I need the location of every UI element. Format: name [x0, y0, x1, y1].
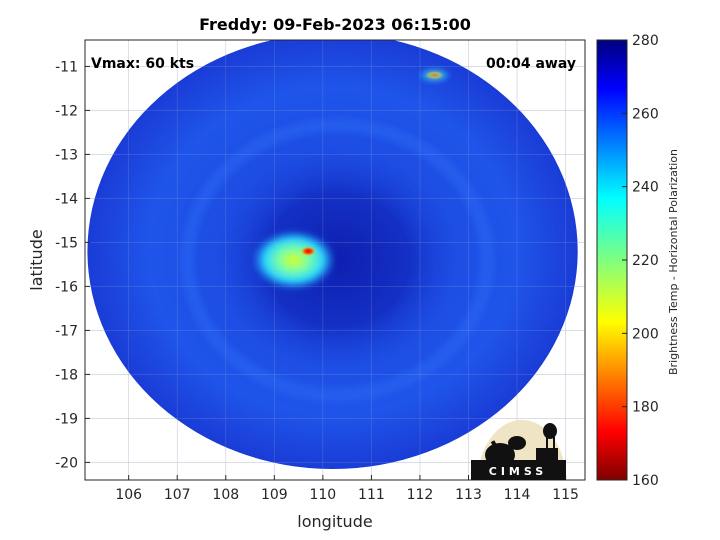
- vmax-annotation: Vmax: 60 kts: [91, 56, 194, 72]
- cimss-logo: CIMSS: [471, 420, 566, 480]
- colorbar-label: Brightness Temp - Horizontal Polarizatio…: [667, 149, 680, 375]
- eye-region: [217, 150, 458, 370]
- colorbar-tick-label: 240: [632, 180, 659, 196]
- y-tick-label: -16: [55, 279, 78, 295]
- x-axis: 106 107 108 109 110 111 112 113 114 115: [115, 475, 579, 503]
- y-tick-label: -11: [55, 59, 78, 75]
- x-tick-label: 107: [164, 487, 191, 503]
- x-tick-label: 112: [407, 487, 434, 503]
- chart-title: Freddy: 09-Feb-2023 06:15:00: [199, 15, 471, 34]
- grid-overlay: [85, 40, 585, 480]
- colorbar-tick-label: 220: [632, 253, 659, 269]
- x-axis-label: longitude: [297, 512, 372, 531]
- x-tick-label: 113: [455, 487, 482, 503]
- logo-text: CIMSS: [489, 465, 547, 478]
- colorbar-tick-label: 200: [632, 326, 659, 342]
- time-away-annotation: 00:04 away: [486, 56, 576, 72]
- colorbar-tick-label: 160: [632, 473, 659, 489]
- y-tick-label: -19: [55, 411, 78, 427]
- y-tick-label: -18: [55, 367, 78, 383]
- x-tick-label: 106: [115, 487, 142, 503]
- x-tick-label: 111: [358, 487, 385, 503]
- colorbar-tick-label: 260: [632, 106, 659, 122]
- colorbar-tick-label: 180: [632, 400, 659, 416]
- axes-box: [84, 39, 586, 481]
- y-tick-label: -17: [55, 323, 78, 339]
- x-tick-label: 114: [504, 487, 531, 503]
- y-tick-label: -14: [55, 191, 78, 207]
- x-tick-label: 108: [212, 487, 239, 503]
- rain-band-outer: [180, 118, 495, 402]
- convective-cell-halo: [418, 68, 451, 83]
- colorbar-tick-label: 280: [632, 33, 659, 49]
- cold-core: [300, 246, 317, 257]
- x-tick-label: 110: [309, 487, 336, 503]
- y-tick-label: -13: [55, 147, 78, 163]
- cold-convection: [251, 230, 336, 290]
- y-axis-label: latitude: [27, 229, 46, 290]
- x-tick-label: 109: [261, 487, 288, 503]
- colorbar: 280 260 240 220 200 180 160 Brightness Temp - …: [596, 33, 680, 489]
- colorbar-ticks: 280 260 240 220 200 180 160: [622, 33, 659, 489]
- y-axis: -11 -12 -13 -14 -15 -16 -17 -18 -19 -20: [55, 59, 90, 471]
- y-tick-label: -15: [55, 235, 78, 251]
- x-tick-label: 115: [552, 487, 579, 503]
- swath-image: [87, 40, 578, 469]
- y-tick-label: -20: [55, 455, 78, 471]
- water-tower-icon: [543, 423, 557, 439]
- y-tick-label: -12: [55, 103, 78, 119]
